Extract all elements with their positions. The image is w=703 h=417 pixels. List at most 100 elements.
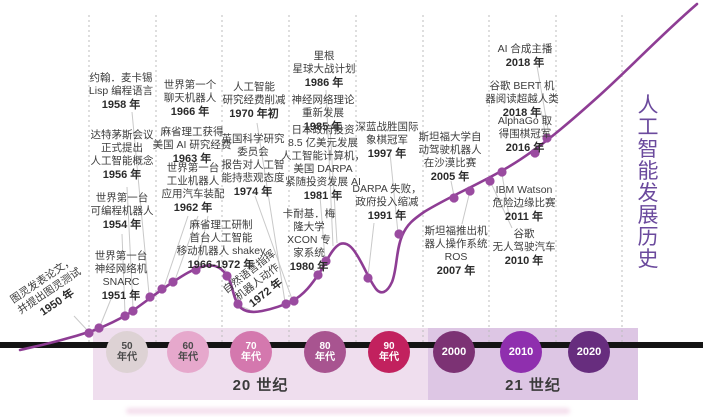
decade-circle-50s: 50 年代 (106, 331, 148, 373)
milestone-dartmouth: 达特茅斯会议 正式提出 人工智能概念 1956 年 (91, 129, 154, 182)
milestone-text: XCON 专 (287, 234, 331, 246)
milestone-alphago: AlphaGo 取得围棋冠军 2016 年 (498, 115, 552, 155)
milestone-text: 可编程机器人 (90, 205, 154, 217)
milestone-year: 1963 年 (172, 153, 212, 165)
decade-label-suffix: 年代 (178, 352, 198, 363)
milestone-text: 星球大战计划 (292, 63, 356, 75)
milestone-text: 斯坦福推出机 (424, 225, 488, 237)
milestone-text: 家系统 (293, 247, 325, 259)
decade-circle-2020: 2020 (568, 331, 610, 373)
milestone-text: 无人驾驶汽车 (492, 241, 556, 253)
milestone-text: 研究经费削减 (222, 94, 286, 106)
decade-circle-80s: 80 年代 (304, 331, 346, 373)
milestone-chatbot: 世界第一个 聊天机器人 1966 年 (164, 79, 217, 119)
milestone-uk-report: 英国科学研究 委员会 报告对人工智 能持悲观态度 1974 年 (222, 133, 285, 199)
milestone-industrial-robot: 世界第一台 工业机器人 应用汽车装配 1962 年 (162, 162, 225, 215)
milestone-dot (530, 148, 540, 158)
milestone-year: 1956 年 (102, 169, 142, 181)
milestone-year: 1970 年初 (229, 108, 279, 120)
milestone-year: 1980 年 (289, 261, 329, 273)
milestone-text: 器人操作系统 (424, 238, 488, 250)
milestone-text: Lisp 编程语言 (88, 85, 154, 97)
callout-line (461, 194, 470, 225)
milestone-dot (289, 296, 299, 306)
milestone-year: 1986 年 (304, 77, 344, 89)
milestone-text: 首台人工智能 (189, 232, 253, 244)
callout-line (163, 215, 189, 288)
decade-label: 50 (121, 341, 133, 352)
milestone-lisp: 约翰．麦卡锡 Lisp 编程语言 1958 年 (89, 72, 153, 112)
milestone-text: 重新发展 (302, 107, 344, 119)
milestone-text: 谷歌 BERT 机 (489, 80, 555, 92)
milestone-dot (465, 186, 475, 196)
milestone-year: 1997 年 (367, 148, 407, 160)
milestone-text: 人工智能概念 (90, 155, 154, 167)
milestone-google-bert: 谷歌 BERT 机器阅读超越人类 2018 年 (485, 80, 559, 120)
page-title-char: 工 (637, 116, 659, 139)
milestone-text: 美国 DARPA (293, 163, 353, 175)
page-title-char: 展 (637, 204, 659, 227)
page-title-char: 能 (637, 160, 659, 183)
milestone-text: 达特茅斯会议 (90, 129, 154, 141)
callout-line (490, 182, 513, 229)
decade-label: 80 (319, 341, 331, 352)
milestone-ros: 斯坦福推出机 器人操作系统 ROS 2007 年 (425, 225, 488, 278)
milestone-dot (394, 229, 404, 239)
milestone-year: 2016 年 (505, 142, 545, 154)
milestone-text: 麻省理工获得 (160, 126, 224, 138)
milestone-dot (281, 299, 291, 309)
milestone-text: 8.5 亿美元发展 (287, 137, 358, 149)
milestone-dot (84, 328, 94, 338)
decade-label-suffix: 年代 (117, 352, 137, 363)
milestone-text: 危险边缘比赛 (492, 197, 556, 209)
page-title-char: 发 (637, 182, 659, 205)
milestone-text: IBM Watson (495, 184, 553, 196)
milestone-year: 1962 年 (173, 202, 213, 214)
milestone-text: 委员会 (237, 146, 269, 158)
milestone-programmable-robot: 世界第一台 可编程机器人 1954 年 (91, 192, 154, 232)
callout-line (501, 173, 510, 217)
callout-line (195, 215, 209, 270)
milestone-darpa-fail: DARPA 失败， 政府投入缩减 1991 年 (352, 183, 421, 223)
milestone-year: 1981 年 (303, 190, 343, 202)
milestone-year: 2007 年 (436, 265, 476, 277)
decade-label-suffix: 年代 (241, 352, 261, 363)
decade-circle-60s: 60 年代 (167, 331, 209, 373)
milestone-text: 世界第一台 (94, 250, 148, 262)
milestone-text: 紧随投资发展 AI (285, 176, 361, 188)
decade-circle-2000: 2000 (433, 331, 475, 373)
milestone-text: 能持悲观态度 (221, 172, 285, 184)
century-label-21st: 21 世纪 (505, 377, 561, 394)
milestone-text: 日本政府投资 (291, 124, 355, 136)
milestone-dot (363, 273, 373, 283)
callout-line (126, 186, 134, 309)
milestone-dot (497, 167, 507, 177)
milestone-text: 应用汽车装配 (161, 188, 225, 200)
milestone-text: AI 合成主播 (497, 43, 553, 55)
callout-line (256, 122, 286, 303)
milestone-text: 神经网络理论 (291, 94, 355, 106)
milestone-year: 2010 年 (504, 255, 544, 267)
milestone-dot (222, 271, 232, 281)
milestone-text: 政府投入缩减 (355, 196, 419, 208)
milestone-text: 神经网络机 (94, 263, 148, 275)
decade-label: 2010 (508, 345, 534, 358)
page-title-char: 史 (637, 248, 659, 271)
milestone-text: 在沙漠比赛 (423, 157, 477, 169)
milestone-dot (233, 299, 243, 309)
milestone-text: 里根 (313, 50, 335, 62)
milestone-text: 世界第一台 (95, 192, 149, 204)
decade-label: 60 (182, 341, 194, 352)
milestone-year: 1958 年 (101, 99, 141, 111)
page-title-char: 智 (637, 138, 659, 161)
milestone-year: 1966 年 (170, 106, 210, 118)
milestone-deep-blue: 深蓝战胜国际 象棋冠军 1997 年 (356, 121, 419, 161)
decade-label-suffix: 年代 (379, 352, 399, 363)
milestone-year: 1954 年 (102, 219, 142, 231)
milestone-text: 世界第一个 (163, 79, 217, 91)
milestone-text: DARPA 失败， (352, 183, 422, 195)
page-title-vertical: 人工智能发展历史 (635, 95, 661, 271)
milestone-dot (145, 292, 155, 302)
milestone-text: AlphaGo 取 (497, 115, 553, 127)
callout-line (540, 110, 547, 138)
